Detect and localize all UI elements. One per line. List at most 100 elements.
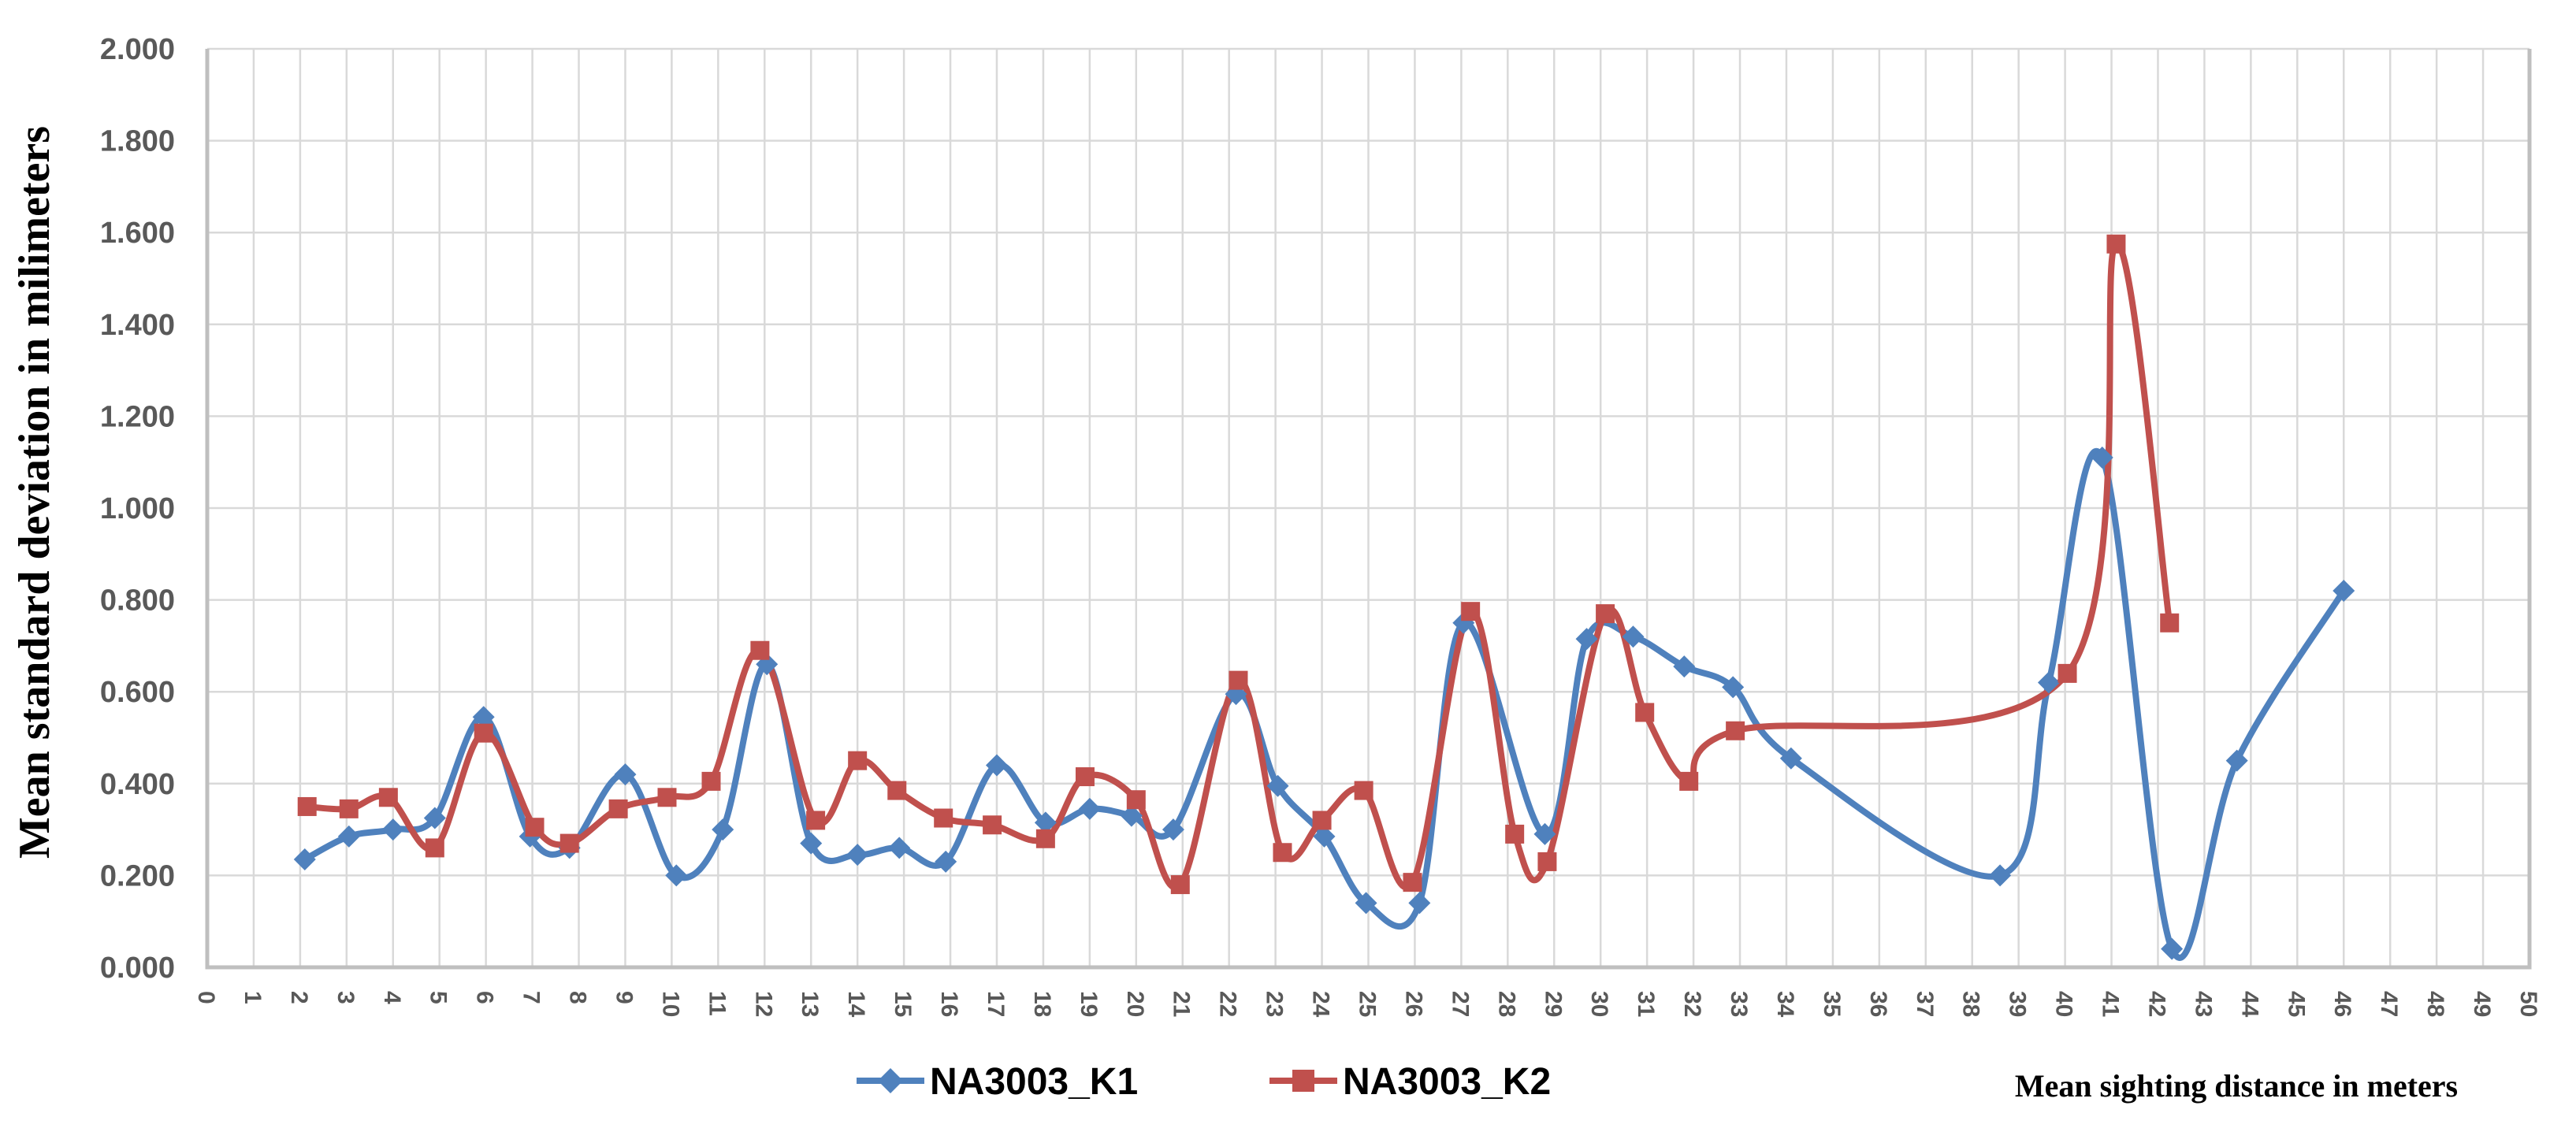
data-point-NA3003_K1 [2161,937,2184,960]
legend-label: NA3003_K1 [930,1061,1138,1103]
data-point-NA3003_K2 [1354,781,1373,800]
x-tick-label: 0 [193,991,219,1004]
data-point-NA3003_K2 [608,799,628,818]
x-tick-label: 29 [1540,991,1566,1017]
data-point-NA3003_K2 [1126,790,1146,810]
x-tick-label: 28 [1493,991,1519,1017]
y-axis-tick-labels: 0.000 0.200 0.400 0.600 0.800 1.000 1.200 1.400… [100,33,175,985]
y-tick-label: 1.800 [100,125,175,158]
x-tick-label: 1 [240,991,266,1004]
data-point-NA3003_K2 [934,808,953,828]
data-point-NA3003_K1 [1078,797,1101,820]
data-point-NA3003_K1 [1266,774,1289,797]
data-point-NA3003_K1 [2225,749,2248,772]
data-point-NA3003_K1 [1408,892,1431,915]
data-point-NA3003_K1 [888,837,911,859]
x-tick-label: 6 [472,991,498,1004]
data-point-NA3003_K1 [1673,655,1696,678]
data-point-NA3003_K2 [2160,613,2180,633]
x-tick-label: 42 [2143,991,2169,1017]
x-tick-label: 48 [2422,991,2448,1017]
data-point-NA3003_K2 [983,815,1002,835]
x-tick-label: 8 [565,991,591,1004]
x-tick-label: 36 [1865,991,1891,1017]
legend-item-na3003_k2: NA3003_K2 [1269,1061,1551,1103]
data-point-NA3003_K2 [887,781,907,800]
x-tick-label: 15 [890,991,916,1017]
data-point-NA3003_K1 [423,807,446,829]
data-point-NA3003_K1 [846,844,869,866]
data-point-NA3003_K2 [1229,670,1248,690]
series-line-NA3003_K1 [301,447,2347,961]
data-point-NA3003_K2 [1170,875,1190,895]
data-point-NA3003_K2 [1505,824,1525,844]
x-tick-label: 32 [1679,991,1705,1017]
data-point-NA3003_K2 [425,838,444,858]
x-tick-label: 24 [1308,991,1334,1018]
data-point-NA3003_K2 [1312,811,1332,830]
y-tick-label: 2.000 [100,33,175,66]
x-tick-label: 26 [1400,991,1426,1017]
y-tick-label: 0.000 [100,952,175,985]
data-point-NA3003_K2 [297,796,317,816]
data-point-NA3003_K1 [1162,818,1184,841]
x-tick-label: 37 [1912,991,1938,1017]
x-tick-label: 11 [704,991,730,1016]
x-tick-label: 2 [286,991,312,1004]
data-point-NA3003_K1 [1779,747,1802,770]
x-tick-label: 45 [2283,991,2309,1017]
legend-label: NA3003_K2 [1343,1061,1551,1103]
data-point-NA3003_K2 [2057,663,2077,683]
data-point-NA3003_K1 [665,864,688,887]
y-tick-label: 0.200 [100,859,175,892]
data-point-NA3003_K2 [2106,234,2126,254]
y-tick-label: 1.000 [100,492,175,525]
x-tick-label: 46 [2329,991,2355,1017]
x-tick-label: 9 [611,991,637,1004]
data-point-NA3003_K1 [381,818,404,841]
data-point-NA3003_K2 [1679,771,1699,791]
x-tick-label: 44 [2236,991,2262,1018]
legend-item-na3003_k1: NA3003_K1 [857,1061,1138,1103]
x-tick-label: 47 [2376,991,2402,1017]
data-point-NA3003_K1 [1722,676,1745,699]
data-point-NA3003_K1 [1622,625,1645,648]
data-point-NA3003_K2 [1635,703,1655,722]
data-point-NA3003_K2 [848,751,868,770]
data-point-NA3003_K2 [1461,602,1481,622]
x-tick-label: 39 [2005,991,2031,1017]
data-point-NA3003_K1 [2333,579,2355,602]
data-point-NA3003_K1 [1989,864,2012,887]
x-tick-label: 43 [2190,991,2216,1017]
x-tick-label: 10 [657,991,683,1017]
x-tick-label: 38 [1958,991,1984,1017]
legend-diamond-marker [878,1068,903,1093]
data-point-NA3003_K1 [614,763,637,786]
x-tick-label: 22 [1215,991,1241,1017]
gridlines [206,47,2531,969]
y-axis-title: Mean standard deviation in milimeters [10,126,59,859]
data-point-NA3003_K1 [1120,804,1143,827]
data-point-NA3003_K2 [1273,843,1292,863]
x-tick-label: 20 [1122,991,1148,1017]
x-tick-label: 7 [519,991,545,1004]
data-point-NA3003_K1 [2037,671,2060,694]
x-tick-label: 12 [750,991,776,1017]
x-tick-label: 31 [1633,991,1659,1017]
x-tick-label: 30 [1586,991,1612,1017]
x-tick-label: 27 [1447,991,1473,1017]
data-point-NA3003_K2 [1726,721,1745,740]
data-point-NA3003_K2 [1403,873,1422,892]
data-point-NA3003_K1 [985,754,1008,777]
x-tick-label: 21 [1169,991,1195,1017]
x-tick-label: 33 [1726,991,1752,1017]
axis-borders [205,49,2532,970]
data-point-NA3003_K1 [1575,628,1598,651]
x-tick-label: 17 [983,991,1009,1017]
data-point-NA3003_K2 [1035,829,1055,848]
x-tick-label: 25 [1355,991,1381,1017]
data-point-NA3003_K1 [712,818,734,841]
x-axis-tick-labels: 0 1 2 3 4 5 6 7 8 9 10 11 12 13 14 15 16 17 18 19 20 21 22 23 24… [193,991,2541,1018]
data-point-NA3003_K1 [1313,825,1336,848]
data-point-NA3003_K2 [1596,604,1615,624]
